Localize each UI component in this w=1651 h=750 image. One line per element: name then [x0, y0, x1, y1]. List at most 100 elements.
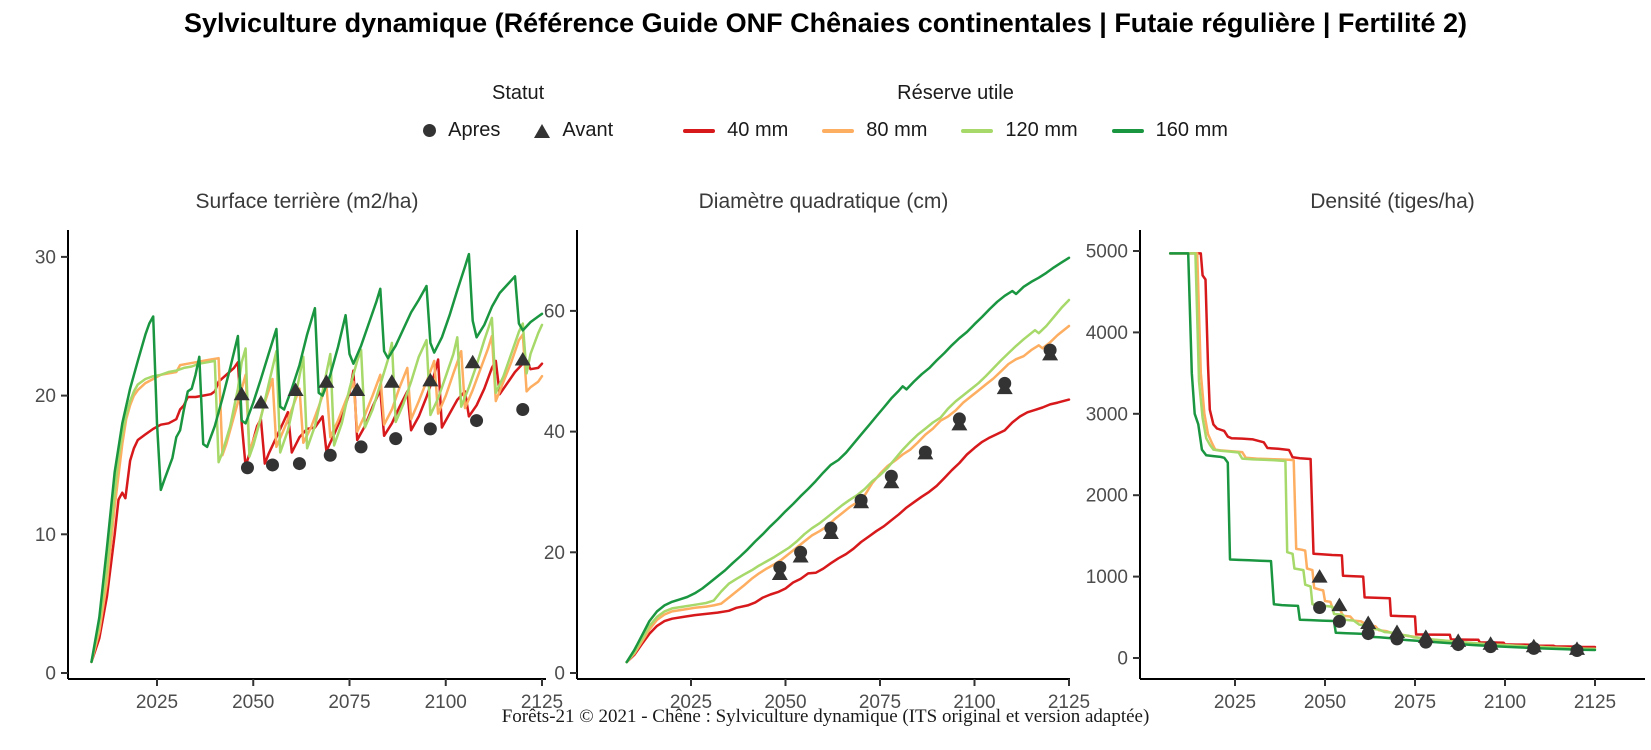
- x-tick-label: 2050: [232, 692, 274, 713]
- x-tick-label: 2075: [1394, 692, 1436, 713]
- apres-point: [854, 493, 868, 507]
- x-tick-label: 2125: [521, 692, 563, 713]
- panel-title: Surface terrière (m2/ha): [196, 190, 419, 213]
- series-line-120-mm: [625, 298, 1071, 664]
- series-line-160-mm: [1168, 252, 1597, 652]
- apres-point: [1361, 627, 1375, 641]
- series-line-40-mm: [90, 358, 544, 664]
- apres-point: [323, 448, 337, 462]
- y-tick-label: 0: [45, 664, 56, 685]
- apres-point: [389, 432, 403, 446]
- line-swatch-icon: [822, 128, 855, 133]
- page-title: Sylviculture dynamique (Référence Guide …: [184, 8, 1467, 38]
- apres-point: [884, 469, 898, 483]
- legend-statut-items: Apres Avant: [423, 119, 613, 142]
- y-tick-label: 20: [35, 386, 56, 407]
- x-tick-label: 2050: [1304, 692, 1346, 713]
- triangle-marker-icon: [534, 123, 551, 138]
- apres-point: [1313, 601, 1327, 615]
- x-tick-label: 2100: [1484, 692, 1526, 713]
- y-tick-label: 0: [554, 664, 565, 685]
- x-tick-label: 2125: [1574, 692, 1616, 713]
- apres-point: [998, 376, 1012, 390]
- x-tick-label: 2075: [328, 692, 370, 713]
- avant-point: [514, 352, 531, 366]
- series-line-80-mm: [625, 324, 1071, 664]
- avant-point: [422, 372, 439, 387]
- line-swatch-icon: [961, 128, 994, 133]
- apres-point: [773, 560, 787, 574]
- legend-item-reserve-40-mm: 40 mm: [683, 119, 788, 142]
- apres-point: [1570, 644, 1584, 658]
- legend-label: 40 mm: [727, 119, 789, 141]
- legend-reserve-utile: Réserve utile 40 mm 80 mm 120 mm 160 mm: [683, 82, 1228, 142]
- apres-point: [952, 412, 966, 426]
- legend-item-apres: Apres: [423, 119, 500, 142]
- y-tick-label: 1000: [1086, 567, 1128, 588]
- legend-row: Statut Apres Avant Réserve utile 40 mm 80…: [0, 82, 1651, 142]
- figure-caption: Forêts-21 © 2021 - Chêne : Sylviculture …: [501, 706, 1150, 727]
- avant-point: [233, 386, 250, 401]
- avant-point: [1360, 615, 1377, 629]
- legend-label-apres: Apres: [448, 119, 501, 141]
- y-tick-label: 2000: [1086, 486, 1128, 507]
- avant-point: [252, 395, 269, 409]
- circle-marker-icon: [423, 124, 437, 137]
- x-tick-label: 2125: [1048, 692, 1090, 713]
- apres-point: [266, 458, 279, 472]
- apres-point: [1451, 638, 1465, 652]
- series-line-120-mm: [90, 316, 544, 664]
- y-tick-label: 0: [1117, 649, 1128, 670]
- y-tick-label: 4000: [1086, 323, 1128, 344]
- x-tick-label: 2025: [1214, 692, 1256, 713]
- apres-point: [423, 422, 437, 436]
- avant-point: [1331, 597, 1348, 612]
- line-swatch-icon: [1111, 128, 1144, 133]
- apres-point: [1043, 343, 1057, 357]
- legend-item-reserve-160-mm: 160 mm: [1111, 119, 1228, 142]
- legend-label-avant: Avant: [562, 119, 614, 141]
- y-tick-label: 30: [35, 247, 56, 268]
- legend-item-reserve-80-mm: 80 mm: [822, 119, 927, 142]
- avant-point: [464, 354, 481, 369]
- panel-1: Diamètre quadratique (cm) 0 20 40 60 2025 2050…: [544, 190, 1090, 713]
- legend-statut: Statut Apres Avant: [423, 82, 613, 142]
- legend-label: 120 mm: [1005, 119, 1078, 141]
- apres-point: [1484, 640, 1498, 654]
- legend-item-reserve-120-mm: 120 mm: [961, 119, 1078, 142]
- series-line-160-mm: [625, 256, 1071, 664]
- line-swatch-icon: [683, 128, 716, 133]
- x-tick-label: 2100: [425, 692, 467, 713]
- series-line-80-mm: [90, 333, 544, 664]
- legend-reserve-title: Réserve utile: [897, 82, 1014, 104]
- avant-point: [318, 374, 335, 388]
- plots-canvas: Surface terrière (m2/ha) 0 10 20 30 2025 2050 2…: [35, 190, 1645, 713]
- apres-point: [1527, 641, 1541, 655]
- legend-statut-title: Statut: [491, 82, 545, 104]
- legend-label: 160 mm: [1155, 119, 1228, 141]
- apres-point: [1332, 614, 1346, 628]
- apres-point: [824, 521, 838, 535]
- avant-point: [383, 374, 400, 388]
- avant-point: [349, 382, 366, 397]
- y-tick-label: 60: [544, 301, 565, 322]
- apres-point: [240, 461, 254, 475]
- y-tick-label: 3000: [1086, 404, 1128, 425]
- x-tick-label: 2050: [764, 692, 806, 713]
- x-tick-label: 2075: [859, 692, 901, 713]
- legend-reserve-items: 40 mm 80 mm 120 mm 160 mm: [683, 119, 1228, 142]
- legend-item-avant: Avant: [534, 119, 613, 142]
- x-tick-label: 2025: [136, 692, 178, 713]
- x-tick-label: 2025: [670, 692, 712, 713]
- apres-point: [292, 457, 306, 471]
- y-tick-label: 20: [544, 543, 565, 564]
- apres-point: [1390, 632, 1404, 646]
- apres-point: [794, 545, 808, 559]
- apres-point: [354, 440, 368, 454]
- panel-2: Densité (tiges/ha) 0 1000 2000 3000 4000 5000 2…: [1086, 190, 1645, 713]
- series-line-160-mm: [90, 252, 544, 664]
- panel-0: Surface terrière (m2/ha) 0 10 20 30 2025 2050 2…: [35, 190, 563, 713]
- y-tick-label: 10: [35, 525, 56, 546]
- apres-point: [516, 402, 530, 416]
